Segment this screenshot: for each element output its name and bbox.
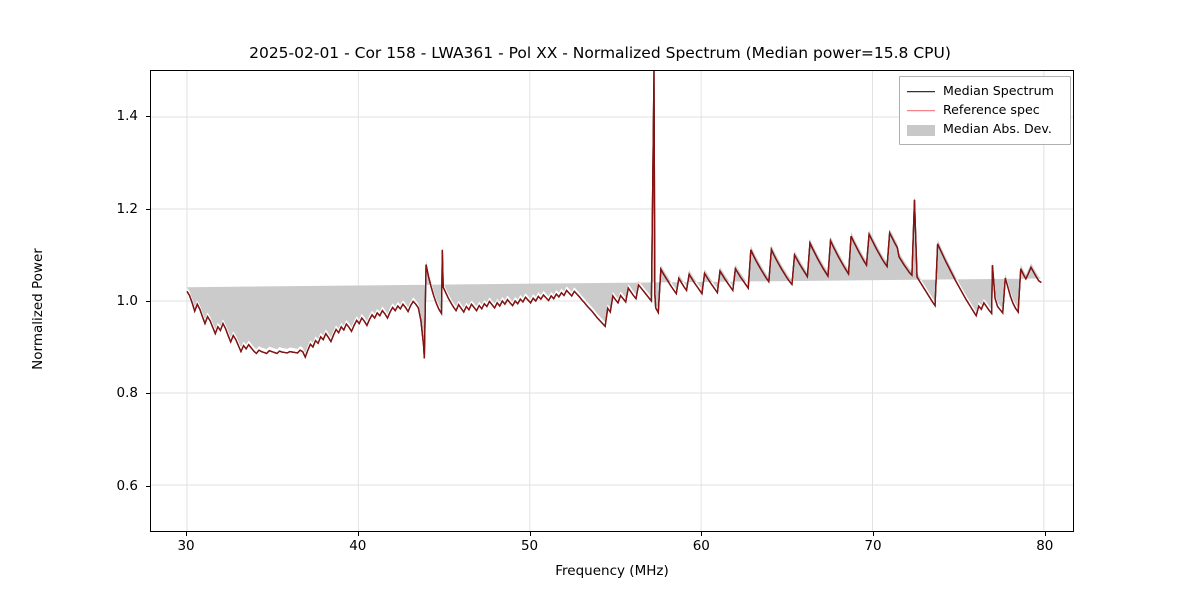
- y-tick-mark: [146, 301, 150, 302]
- y-tick-label: 0.6: [116, 477, 138, 494]
- x-tick-mark: [529, 532, 531, 536]
- legend-swatch-median-abs-dev: [907, 123, 935, 137]
- x-tick-mark: [186, 532, 188, 536]
- y-axis-label: Normalized Power: [30, 248, 46, 370]
- legend-label-median-spectrum: Median Spectrum: [943, 83, 1054, 99]
- y-tick-label: 1.4: [116, 108, 138, 125]
- legend-label-median-abs-dev: Median Abs. Dev.: [943, 121, 1052, 137]
- y-tick-label: 0.8: [116, 385, 138, 402]
- y-tick-mark: [146, 485, 150, 487]
- legend-item-median-spectrum[interactable]: Median Spectrum: [907, 82, 1063, 101]
- legend-item-median-abs-dev[interactable]: Median Abs. Dev.: [907, 120, 1063, 139]
- x-tick-label: 50: [520, 538, 539, 554]
- mad-band-area: [186, 71, 1042, 355]
- y-tick-mark: [146, 393, 150, 395]
- y-tick-label: 1.0: [116, 293, 138, 309]
- x-tick-label: 40: [349, 538, 367, 554]
- legend-swatch-reference-spec: [907, 104, 935, 118]
- x-tick-label: 70: [864, 538, 882, 554]
- plot-area: [150, 70, 1074, 532]
- y-tick-label: 1.2: [116, 200, 138, 217]
- y-tick-mark: [146, 208, 150, 210]
- x-tick-label: 60: [692, 538, 710, 554]
- legend[interactable]: Median Spectrum Reference spec Median Ab…: [899, 76, 1071, 145]
- spectrum-plot: [151, 71, 1073, 531]
- chart-title: 2025-02-01 - Cor 158 - LWA361 - Pol XX -…: [249, 44, 951, 62]
- legend-item-reference-spec[interactable]: Reference spec: [907, 101, 1063, 120]
- reference-spec-line: [186, 71, 1042, 359]
- x-tick-mark: [873, 532, 875, 536]
- y-tick-mark: [146, 116, 150, 118]
- x-tick-mark: [1044, 532, 1046, 536]
- legend-swatch-median-spectrum: [907, 85, 935, 99]
- x-tick-mark: [357, 532, 359, 536]
- x-axis-label: Frequency (MHz): [555, 563, 669, 579]
- legend-label-reference-spec: Reference spec: [943, 102, 1040, 118]
- x-tick-label: 80: [1036, 538, 1054, 554]
- x-tick-label: 30: [177, 538, 195, 554]
- x-tick-mark: [701, 532, 703, 536]
